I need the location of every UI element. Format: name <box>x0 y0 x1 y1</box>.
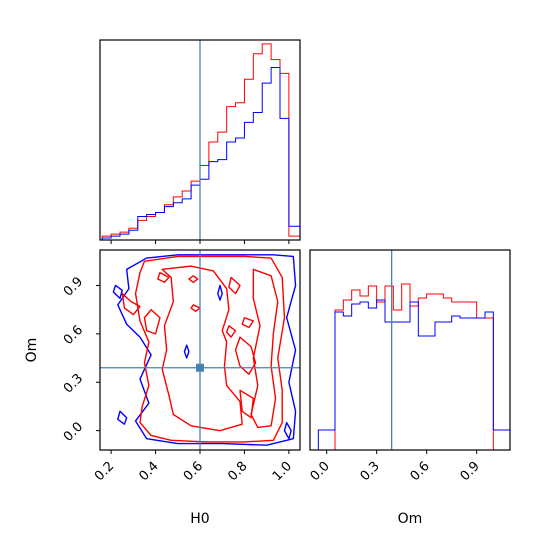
contour-red-inner-8 <box>190 304 201 312</box>
h0-histogram-blue <box>101 66 300 240</box>
om-histogram-marks <box>317 250 510 450</box>
truth-marker <box>196 363 204 372</box>
contour-red-inner-11 <box>228 276 241 295</box>
om-histogram-red <box>318 283 510 450</box>
contour-red-inner-7 <box>188 275 199 283</box>
om-axis-title: Om <box>398 511 423 527</box>
contour-ytick-label: 0.3 <box>61 371 86 396</box>
contour-red-inner-4 <box>239 389 255 419</box>
om-hist-xtick-label: 0.9 <box>458 459 483 484</box>
contour-red-inner-5 <box>121 292 141 316</box>
contour-red-outer <box>134 255 286 443</box>
h0-axis-title: H0 <box>190 511 209 527</box>
contour-xtick-label: 0.8 <box>225 459 250 484</box>
contour-xtick-label: 1.0 <box>270 459 295 484</box>
contour-xtick-label: 0.2 <box>92 459 117 484</box>
contour-blue-inner-2 <box>117 410 128 425</box>
contour-ytick-label: 0.0 <box>61 420 86 445</box>
h0-histogram-marks <box>101 40 300 240</box>
contour-ytick-label: 0.9 <box>61 274 86 299</box>
contour-red-inner-1 <box>161 265 243 432</box>
contour-blue-inner-5 <box>283 421 292 440</box>
om-histogram-frame <box>309 249 511 451</box>
contour-red-inner-10 <box>241 317 255 329</box>
contour-xtick-label: 0.4 <box>136 459 161 484</box>
contour-blue-outer <box>117 254 297 446</box>
om-hist-xtick-label: 0.0 <box>308 459 333 484</box>
contour-blue-inner-1 <box>112 284 123 300</box>
om-hist-xtick-label: 0.6 <box>408 459 433 484</box>
contour-blue-inner-3 <box>217 284 223 301</box>
contour-red-inner-3 <box>234 336 257 375</box>
h0-histogram-red <box>101 43 300 240</box>
contour-red-inner-9 <box>225 325 237 338</box>
contour-marks <box>100 250 300 450</box>
contour-red-inner-6 <box>143 308 161 335</box>
contour-red-inner-12 <box>157 271 170 283</box>
contour-ytick-label: 0.6 <box>61 323 86 348</box>
contour-blue-inner-4 <box>183 344 190 359</box>
om-histogram-blue <box>317 299 510 450</box>
om-hist-xtick-label: 0.3 <box>358 459 383 484</box>
contour-xtick-label: 0.6 <box>181 459 206 484</box>
contour-red-inner-2 <box>250 268 279 429</box>
om-y-axis-title: Om <box>24 338 40 363</box>
